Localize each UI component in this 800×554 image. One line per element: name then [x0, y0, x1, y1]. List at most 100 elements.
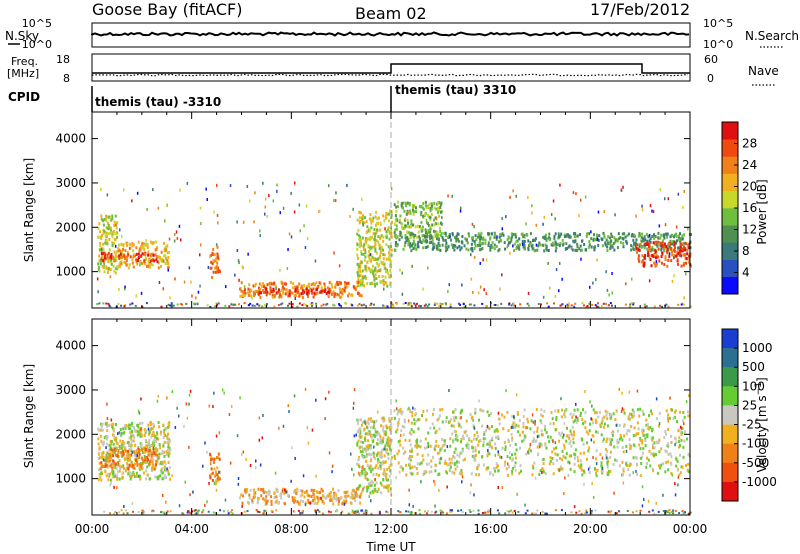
velocity-echo-region: [393, 407, 691, 478]
power-ylabel: Slant Range [km]: [22, 158, 36, 262]
velocity-colorbar-tick: 100: [742, 379, 765, 393]
power-colorbar-tick: 24: [742, 158, 757, 172]
velocity-colorbar-label: Velocity [m s−1]: [754, 377, 769, 472]
cpid-strip: CPID themis (tau) -3310 themis (tau) 331…: [8, 83, 516, 112]
power-echo-region: [258, 287, 331, 296]
velocity-colorbar-tick: -100: [742, 437, 769, 451]
freq-tick-high: 18: [56, 53, 70, 66]
power-colorbar-tick: 4: [742, 266, 750, 280]
power-colorbar-swatch: [722, 225, 738, 243]
power-echo-region: [635, 240, 692, 268]
nave-label: Nave: [748, 64, 779, 78]
cpid-label: CPID: [8, 90, 40, 104]
freq-tick-low: 8: [63, 72, 70, 85]
velocity-colorbar: 1000 500 100 25 -25 -100 -500 -1000: [721, 328, 777, 502]
velocity-ytick-label: 3000: [55, 383, 86, 397]
x-tick-label: 08:00: [274, 522, 309, 536]
velocity-ytick-label: 2000: [55, 427, 86, 441]
velocity-panel: 1000 2000 3000 4000 00:00 04:00 08:00 12:00 16:…: [22, 318, 777, 554]
velocity-xlabel: Time UT: [365, 540, 416, 554]
nave-tick-high: 60: [704, 53, 718, 66]
freq-label-2: [MHz]: [7, 67, 39, 80]
x-tick-label: 20:00: [573, 522, 608, 536]
nsky-series: [91, 31, 690, 37]
power-colorbar-tick: 12: [742, 223, 757, 237]
nsky-label: N.Sky: [5, 29, 39, 43]
nsky-tick-low: 10^0: [22, 38, 52, 51]
power-colorbar: 4 8 12 16 20 24 28: [721, 121, 757, 295]
velocity-colorbar-tick: 1000: [742, 341, 773, 355]
power-colorbar-swatch: [722, 242, 738, 260]
power-echo-region: [209, 245, 221, 279]
power-colorbar-swatch: [722, 208, 738, 226]
power-colorbar-swatch: [722, 122, 738, 140]
velocity-colorbar-swatch: [722, 443, 738, 464]
power-echo-region: [117, 240, 171, 270]
velocity-echo-region: [99, 447, 159, 471]
x-tick-label: 04:00: [174, 522, 209, 536]
velocity-ytick-label: 1000: [55, 472, 86, 486]
power-colorbar-tick: 16: [742, 201, 757, 215]
velocity-colorbar-tick: 25: [742, 398, 757, 412]
power-colorbar-tick: 20: [742, 180, 757, 194]
velocity-echo-region: [239, 487, 363, 506]
velocity-colorbar-tick: -1000: [742, 475, 777, 489]
power-colorbar-swatch: [722, 190, 738, 209]
cpid-segment-2: themis (tau) 3310: [395, 83, 516, 97]
power-echo-region: [100, 251, 159, 264]
power-colorbar-label: Power [dB]: [755, 179, 769, 244]
velocity-colorbar-tick: -500: [742, 456, 769, 470]
freq-panel: Freq. [MHz] 18 8 60 0 Nave: [7, 53, 779, 86]
power-colorbar-swatch: [722, 139, 738, 157]
velocity-colorbar-swatch: [722, 424, 738, 444]
nsearch-tick-low: 10^0: [703, 38, 733, 51]
velocity-colorbar-tick: -25: [742, 418, 762, 432]
velocity-echoes: [97, 387, 692, 515]
power-echo-region: [393, 231, 692, 253]
velocity-colorbar-swatch: [722, 386, 738, 406]
velocity-colorbar-swatch: [722, 367, 738, 387]
power-sparse-echoes: [96, 181, 692, 308]
power-ytick-label: 4000: [55, 132, 86, 146]
nsearch-tick-high: 10^5: [703, 17, 733, 30]
nave-tick-low: 0: [707, 72, 714, 85]
power-colorbar-swatch: [722, 156, 738, 174]
power-echoes: [96, 181, 692, 308]
velocity-colorbar-tick: 500: [742, 360, 765, 374]
power-ytick-label: 3000: [55, 176, 86, 190]
velocity-echo-region: [356, 416, 393, 495]
velocity-ylabel: Slant Range [km]: [22, 364, 36, 468]
nsky-tick-high: 10^5: [22, 17, 52, 30]
velocity-colorbar-swatch: [722, 329, 738, 349]
power-ytick-label: 1000: [55, 265, 86, 279]
cpid-segment-1: themis (tau) -3310: [95, 95, 221, 109]
power-colorbar-tick: 28: [742, 137, 757, 151]
velocity-colorbar-swatch: [722, 462, 738, 483]
power-panel: 1000 2000 3000 4000 Slant Range [km] 4 8 12 16…: [22, 111, 769, 309]
velocity-echo-region: [97, 421, 172, 482]
velocity-colorbar-swatch: [722, 348, 738, 368]
power-colorbar-tick: 8: [742, 244, 750, 258]
x-tick-label: 16:00: [473, 522, 508, 536]
freq-series: [92, 63, 690, 74]
nave-series: [91, 73, 689, 77]
station-title: Goose Bay (fitACF): [92, 0, 242, 19]
power-colorbar-swatch: [722, 276, 738, 295]
power-colorbar-swatch: [722, 259, 738, 278]
velocity-sparse-echoes: [102, 387, 692, 515]
x-tick-label: 00:00: [673, 522, 708, 536]
power-echo-region: [239, 280, 363, 299]
nsky-panel: 10^5 10^0 N.Sky 10^5 10^0 N.Search: [5, 17, 799, 51]
power-echo-region: [97, 214, 119, 275]
velocity-colorbar-swatch: [722, 481, 738, 502]
date-title: 17/Feb/2012: [590, 0, 690, 19]
power-echo-region: [393, 200, 443, 240]
beam-title: Beam 02: [355, 4, 427, 23]
nsearch-label: N.Search: [745, 29, 799, 43]
freq-label-1: Freq.: [11, 55, 38, 68]
velocity-ytick-label: 4000: [55, 339, 86, 353]
velocity-colorbar-swatch: [722, 405, 738, 425]
power-colorbar-swatch: [722, 173, 738, 192]
power-ytick-label: 2000: [55, 220, 86, 234]
